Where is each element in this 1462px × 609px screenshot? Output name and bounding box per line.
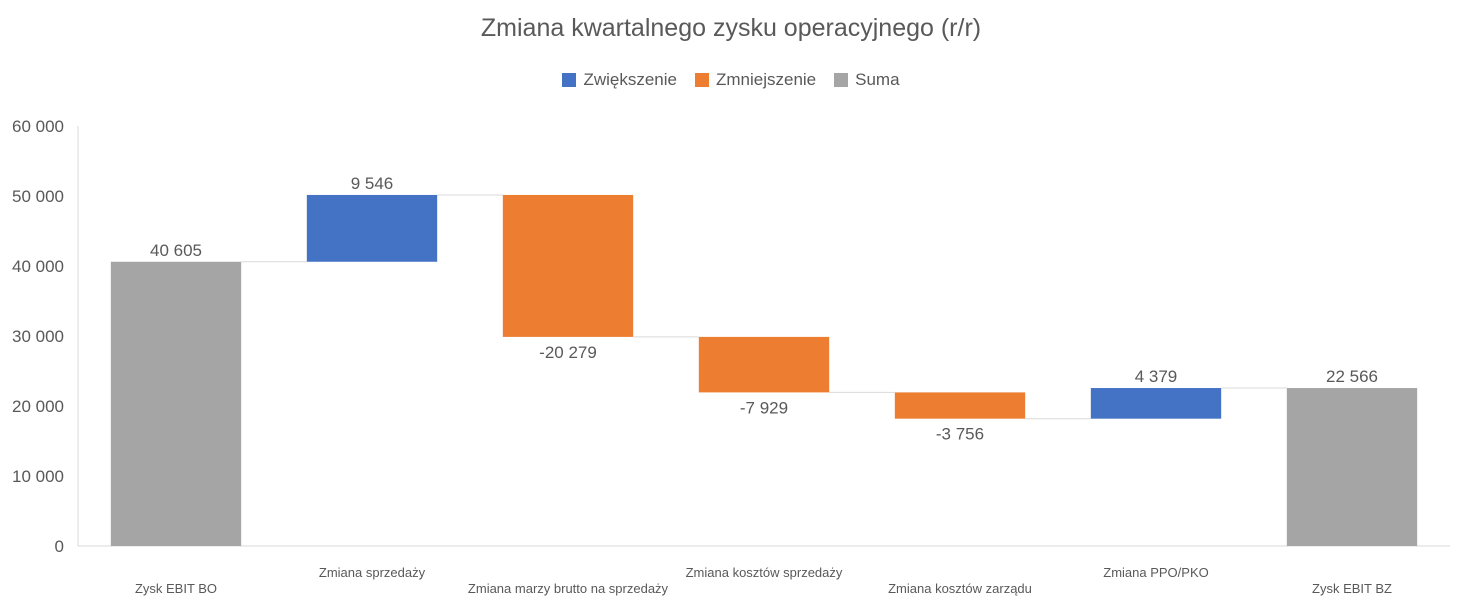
data-label: 4 379 xyxy=(1135,367,1178,386)
data-label: 9 546 xyxy=(351,174,394,193)
y-tick-label: 40 000 xyxy=(12,257,64,276)
legend-swatch-decrease xyxy=(694,73,709,87)
y-tick-label: 10 000 xyxy=(12,467,64,486)
category-label: Zmiana sprzedaży xyxy=(319,565,426,580)
y-tick-label: 20 000 xyxy=(12,397,64,416)
data-label: -7 929 xyxy=(740,398,788,417)
legend-swatch-total xyxy=(834,73,849,87)
category-label: Zmiana kosztów sprzedaży xyxy=(686,565,843,580)
bar-decrease xyxy=(894,392,1026,419)
y-tick-label: 50 000 xyxy=(12,187,64,206)
category-label: Zmiana kosztów zarządu xyxy=(888,581,1032,596)
legend-item-total[interactable]: Suma xyxy=(834,70,900,90)
bar-increase xyxy=(306,194,438,262)
y-tick-label: 60 000 xyxy=(12,117,64,136)
bar-total xyxy=(110,261,242,546)
legend-label-increase: Zwiększenie xyxy=(583,70,677,89)
legend-item-decrease[interactable]: Zmniejszenie xyxy=(694,70,817,90)
category-label: Zysk EBIT BO xyxy=(135,581,217,596)
legend-label-total: Suma xyxy=(855,70,900,89)
data-label: -20 279 xyxy=(539,343,597,362)
bar-decrease xyxy=(698,336,830,393)
data-label: 22 566 xyxy=(1326,367,1378,386)
bar-decrease xyxy=(502,194,634,337)
legend: Zwiększenie Zmniejszenie Suma xyxy=(0,70,1462,90)
y-tick-label: 0 xyxy=(55,537,64,556)
category-label: Zysk EBIT BZ xyxy=(1312,581,1392,596)
bar-increase xyxy=(1090,388,1222,419)
legend-label-decrease: Zmniejszenie xyxy=(715,70,817,89)
data-label: 40 605 xyxy=(150,241,202,260)
bar-total xyxy=(1286,388,1418,546)
legend-swatch-increase xyxy=(562,73,577,87)
legend-item-increase[interactable]: Zwiększenie xyxy=(562,70,677,90)
data-label: -3 756 xyxy=(936,425,984,444)
category-label: Zmiana PPO/PKO xyxy=(1103,565,1208,580)
chart-title: Zmiana kwartalnego zysku operacyjnego (r… xyxy=(480,14,982,42)
category-label: Zmiana marzy brutto na sprzedaży xyxy=(468,581,669,596)
y-tick-label: 30 000 xyxy=(12,327,64,346)
